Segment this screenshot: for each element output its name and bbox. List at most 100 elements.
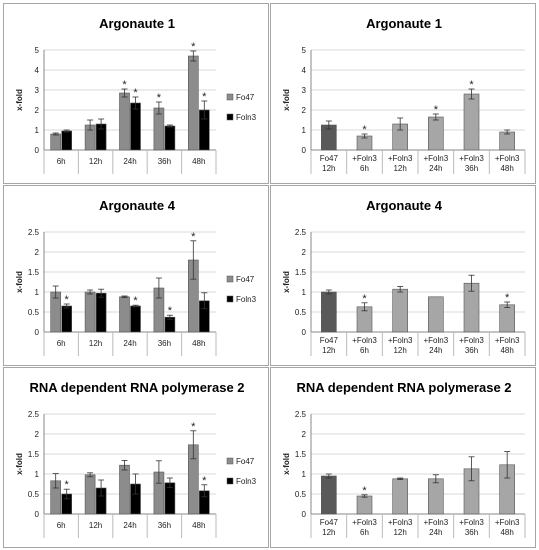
y-axis-label: x-fold (15, 453, 24, 475)
bar (321, 475, 337, 515)
bar (130, 305, 141, 333)
x-tick-label: 12h (89, 339, 102, 348)
bar (428, 296, 444, 333)
significance-star: * (202, 475, 207, 487)
chart-svg: RNA dependent RNA polymerase 2 0 0.5 1 1.5 2 2… (282, 380, 526, 538)
y-tick-label: 0 (35, 146, 40, 155)
bar (392, 288, 408, 333)
x-tick-label: 12h (89, 157, 102, 166)
x-tick-label: 12h (322, 164, 335, 173)
legend-swatch (226, 457, 234, 465)
bar (61, 305, 73, 333)
legend-swatch (226, 295, 234, 303)
legend-swatch (226, 113, 234, 121)
chart-svg: Argonaute 4 0 0.5 1 1.5 2 2.5 x-fold 6h 12h 24h 36h… (15, 198, 257, 356)
bar (95, 292, 107, 333)
y-tick-label: 1 (35, 470, 40, 479)
x-tick-label: +Foln3 (459, 518, 484, 527)
x-tick-label: +Foln3 (459, 154, 484, 163)
y-tick-label: 2.5 (295, 410, 307, 419)
y-tick-label: 0 (35, 510, 40, 519)
x-tick-label: 24h (429, 164, 442, 173)
chart-title: RNA dependent RNA polymerase 2 (296, 380, 511, 395)
x-tick-label: +Foln3 (352, 518, 377, 527)
y-tick-label: 2 (302, 430, 307, 439)
significance-star: * (362, 293, 367, 305)
y-tick-label: 0.5 (28, 308, 40, 317)
x-tick-label: +Foln3 (352, 154, 377, 163)
x-tick-label: 24h (123, 339, 136, 348)
y-tick-label: 1 (302, 288, 307, 297)
x-tick-label: +Foln3 (388, 518, 413, 527)
x-tick-label: 6h (360, 346, 369, 355)
x-tick-label: 24h (123, 157, 136, 166)
bar (119, 92, 130, 151)
chart-panel-argonaute4-foln3: Argonaute 4 0 0.5 1 1.5 2 2.5 x-fold Fo47 12h +Fol… (270, 185, 536, 366)
y-tick-label: 2.5 (28, 228, 40, 237)
y-tick-label: 1 (35, 126, 40, 135)
y-tick-label: 2.5 (295, 228, 307, 237)
bar (356, 495, 373, 515)
chart-title: Argonaute 1 (99, 16, 175, 31)
x-tick-label: 36h (465, 164, 478, 173)
chart-title: Argonaute 1 (366, 16, 442, 31)
x-tick-label: 6h (57, 521, 66, 530)
x-tick-label: 12h (322, 528, 335, 537)
x-tick-label: 12h (393, 346, 406, 355)
x-tick-label: 36h (158, 521, 171, 530)
legend-swatch (226, 275, 234, 283)
y-tick-label: 5 (302, 46, 307, 55)
bar (119, 464, 130, 515)
x-tick-label: 36h (465, 346, 478, 355)
legend-label: Foln3 (236, 477, 257, 486)
x-tick-label: +Foln3 (388, 154, 413, 163)
x-tick-label: 12h (393, 164, 406, 173)
x-tick-label: 24h (429, 528, 442, 537)
y-tick-label: 2.5 (28, 410, 40, 419)
bar (119, 296, 130, 333)
x-tick-label: Fo47 (320, 154, 339, 163)
y-axis-label: x-fold (282, 89, 291, 111)
significance-star: * (362, 485, 367, 497)
chart-title: Argonaute 4 (99, 198, 176, 213)
x-tick-label: 24h (123, 521, 136, 530)
y-axis-label: x-fold (15, 271, 24, 293)
chart-svg: Argonaute 400.511.522.5x-foldFo4712h+Fol… (282, 198, 526, 356)
y-tick-label: 5 (35, 46, 40, 55)
chart-svg: Argonaute 1012345x-foldFo4712h+Foln36h+F… (282, 16, 526, 174)
x-tick-label: 12h (322, 346, 335, 355)
bar (463, 93, 480, 151)
significance-star: * (133, 295, 138, 307)
y-tick-label: 4 (302, 66, 307, 75)
x-tick-label: +Foln3 (495, 154, 520, 163)
chart-panel-rdr2-foln3: RNA dependent RNA polymerase 2 0 0.5 1 1.5 2 2… (270, 367, 536, 548)
bar (84, 474, 96, 515)
y-tick-label: 3 (302, 86, 307, 95)
y-axis-label: x-fold (282, 453, 291, 475)
y-tick-label: 0.5 (295, 490, 307, 499)
bar (84, 291, 96, 333)
significance-star: * (434, 104, 439, 116)
y-tick-label: 0.5 (295, 308, 307, 317)
y-tick-label: 0 (302, 146, 307, 155)
significance-star: * (133, 87, 138, 99)
significance-star: * (157, 92, 162, 104)
y-tick-label: 1 (302, 126, 307, 135)
chart-title: RNA dependent RNA polymerase 2 (29, 380, 244, 395)
significance-star: * (65, 479, 70, 491)
chart-svg: Argonaute 1 0 1 2 3 4 5 x-fold 6h 12h 24h 36h 48h * * *… (15, 16, 257, 174)
significance-star: * (362, 124, 367, 136)
y-tick-label: 3 (35, 86, 40, 95)
y-tick-label: 0 (35, 328, 40, 337)
significance-star: * (202, 91, 207, 103)
x-tick-label: 6h (360, 164, 369, 173)
x-tick-label: 6h (57, 339, 66, 348)
legend-label: Foln3 (236, 113, 257, 122)
significance-star: * (191, 41, 196, 53)
significance-star: * (469, 79, 474, 91)
bar (392, 478, 408, 515)
y-tick-label: 1 (302, 470, 307, 479)
x-tick-label: 48h (500, 528, 513, 537)
bar (321, 291, 337, 333)
y-tick-label: 1.5 (28, 268, 40, 277)
